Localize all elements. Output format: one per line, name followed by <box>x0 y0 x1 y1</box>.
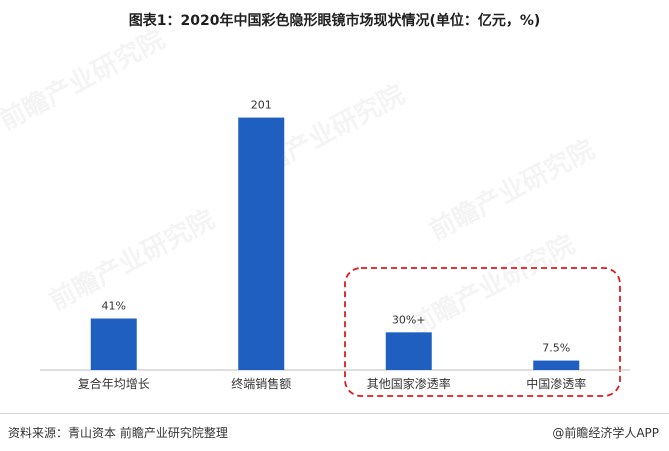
source-note: 资料来源：青山资本 前瞻产业研究院整理 <box>8 426 228 440</box>
bar <box>90 318 137 370</box>
bar <box>238 117 285 371</box>
footer-divider <box>0 413 669 414</box>
data-label: 30%+ <box>392 313 426 326</box>
data-label: 201 <box>251 99 272 112</box>
bar <box>385 332 432 370</box>
chart-title: 图表1：2020年中国彩色隐形眼镜市场现状情况(单位：亿元，%) <box>128 13 541 29</box>
x-tick-label: 复合年均增长 <box>78 376 150 391</box>
x-tick-label: 中国渗透率 <box>526 376 586 391</box>
data-label: 7.5% <box>542 342 570 355</box>
brand-credit: @前瞻经济学人APP <box>552 426 659 440</box>
data-label: 41% <box>102 300 126 313</box>
highlight-frame <box>344 267 621 397</box>
x-tick-label: 终端销售额 <box>231 376 291 391</box>
x-tick-label: 其他国家渗透率 <box>367 376 451 391</box>
bar <box>533 360 580 370</box>
